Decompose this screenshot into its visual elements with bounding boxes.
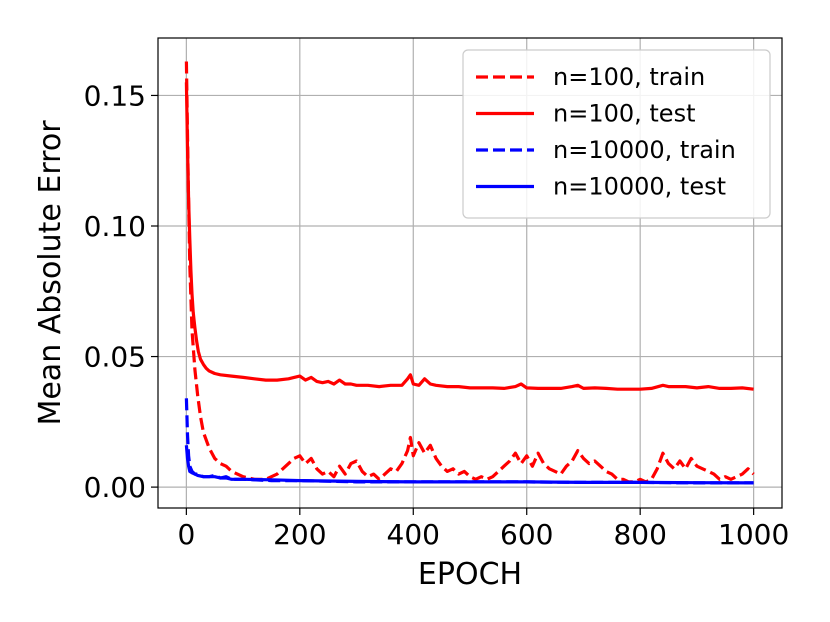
- x-tick-label: 200: [273, 518, 326, 551]
- x-axis-label: EPOCH: [418, 557, 522, 592]
- series-line-3: [184, 445, 754, 485]
- plot-frame: [157, 37, 783, 509]
- legend-label-1: n=100, test: [553, 100, 695, 128]
- x-tick-label: 400: [387, 518, 440, 551]
- legend-frame: [462, 49, 771, 219]
- legend: n=100, train n=100, test n=10000, train n=1…: [462, 49, 771, 219]
- ticks: 0 200 400 600 800 1000 0.00 0.05 0.10 0.15: [84, 79, 790, 551]
- series-line-0: [184, 61, 755, 484]
- y-tick-label: 0.15: [84, 79, 146, 112]
- y-tick-label: 0.05: [84, 341, 146, 374]
- series-line-1: [184, 82, 754, 391]
- y-tick-label: 0.10: [84, 210, 146, 243]
- x-tick-label: 800: [613, 518, 666, 551]
- x-tick-label: 1000: [718, 518, 789, 551]
- legend-label-0: n=100, train: [553, 63, 705, 91]
- y-axis-label: Mean Absolute Error: [33, 120, 68, 426]
- legend-label-2: n=10000, train: [553, 136, 736, 164]
- legend-label-3: n=10000, test: [553, 173, 726, 201]
- x-tick-label: 0: [177, 518, 195, 551]
- x-tick-label: 600: [500, 518, 553, 551]
- series-group: [184, 61, 755, 485]
- y-tick-label: 0.00: [84, 471, 146, 504]
